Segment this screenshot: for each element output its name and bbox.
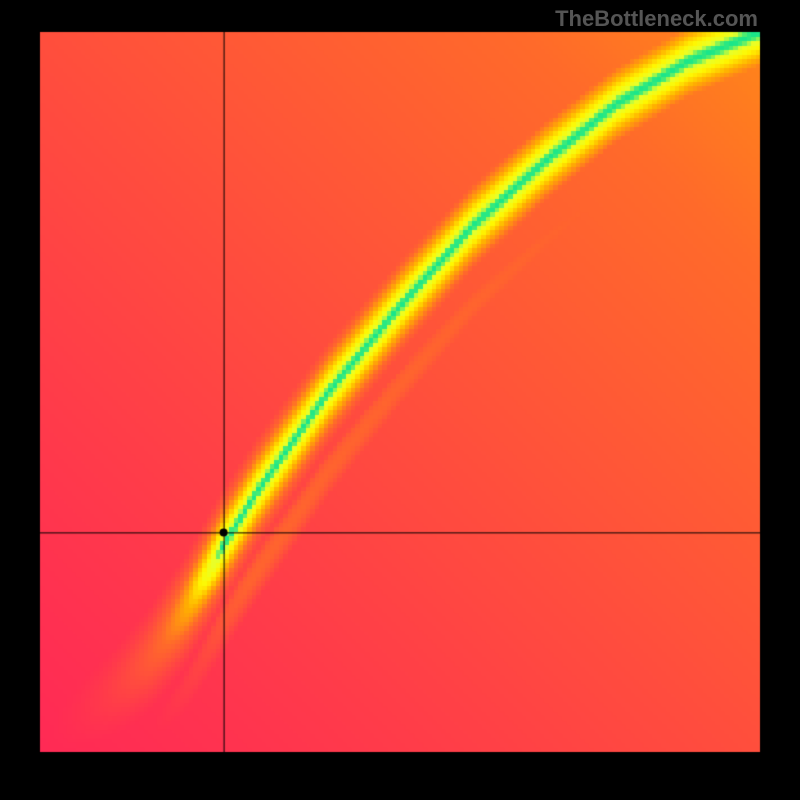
chart-container: TheBottleneck.com	[0, 0, 800, 800]
watermark-text: TheBottleneck.com	[555, 6, 758, 32]
bottleneck-heatmap	[0, 0, 800, 800]
